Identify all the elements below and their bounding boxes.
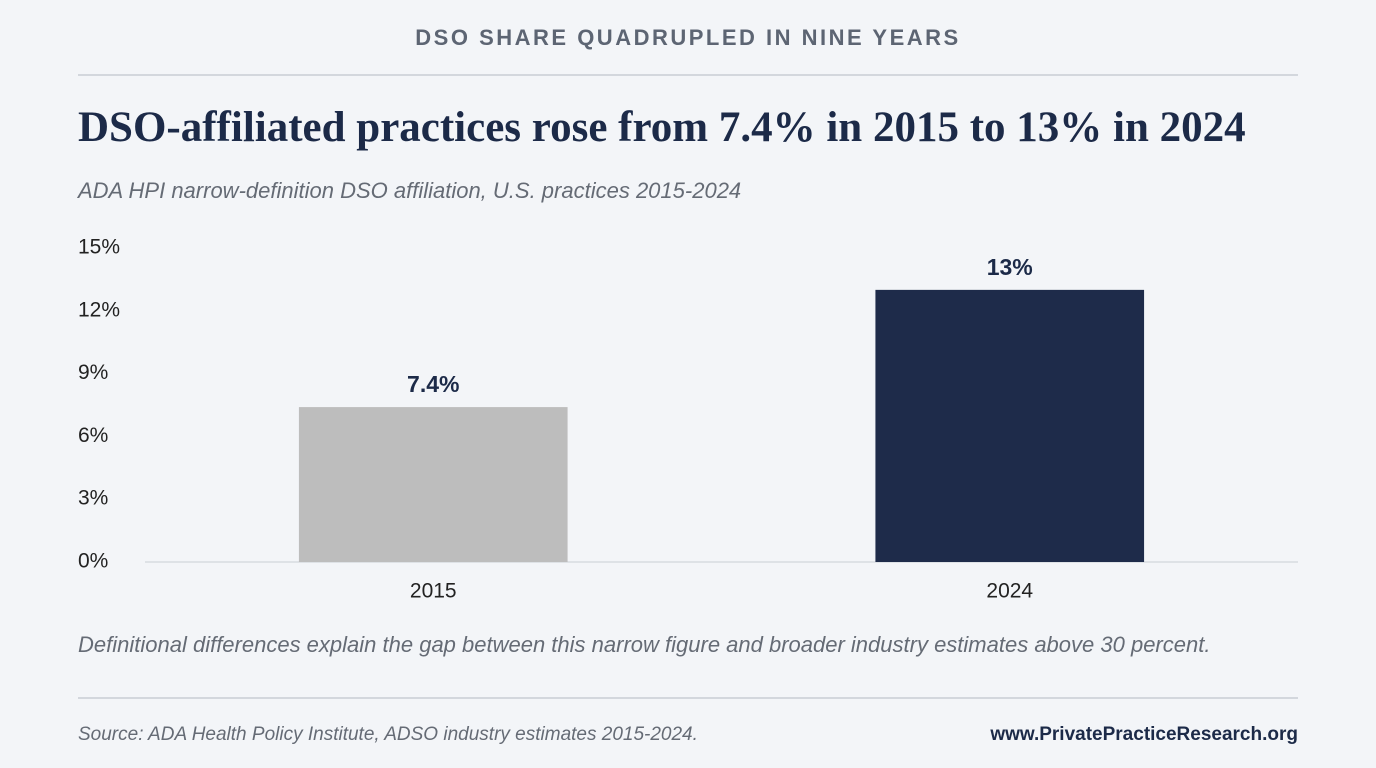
y-tick-label: 6% <box>78 424 108 447</box>
note: Definitional differences explain the gap… <box>78 632 1210 657</box>
bar <box>875 289 1145 562</box>
chart-title: DSO-affiliated practices rose from 7.4% … <box>78 104 1246 151</box>
source: Source: ADA Health Policy Institute, ADS… <box>78 724 698 745</box>
value-label: 13% <box>987 254 1033 280</box>
url: www.PrivatePracticeResearch.org <box>989 724 1298 745</box>
y-tick-label: 0% <box>78 550 108 573</box>
value-label: 7.4% <box>407 371 459 397</box>
x-tick-label: 2024 <box>986 580 1033 603</box>
y-tick-label: 12% <box>78 298 120 321</box>
chart-subtitle: ADA HPI narrow-definition DSO affiliatio… <box>76 178 741 203</box>
y-tick-label: 9% <box>78 361 108 384</box>
x-tick-label: 2015 <box>410 580 457 603</box>
y-tick-label: 15% <box>78 236 120 259</box>
kicker: DSO SHARE QUADRUPLED IN NINE YEARS <box>415 25 960 50</box>
bar <box>298 407 568 562</box>
y-tick-label: 3% <box>78 487 108 510</box>
